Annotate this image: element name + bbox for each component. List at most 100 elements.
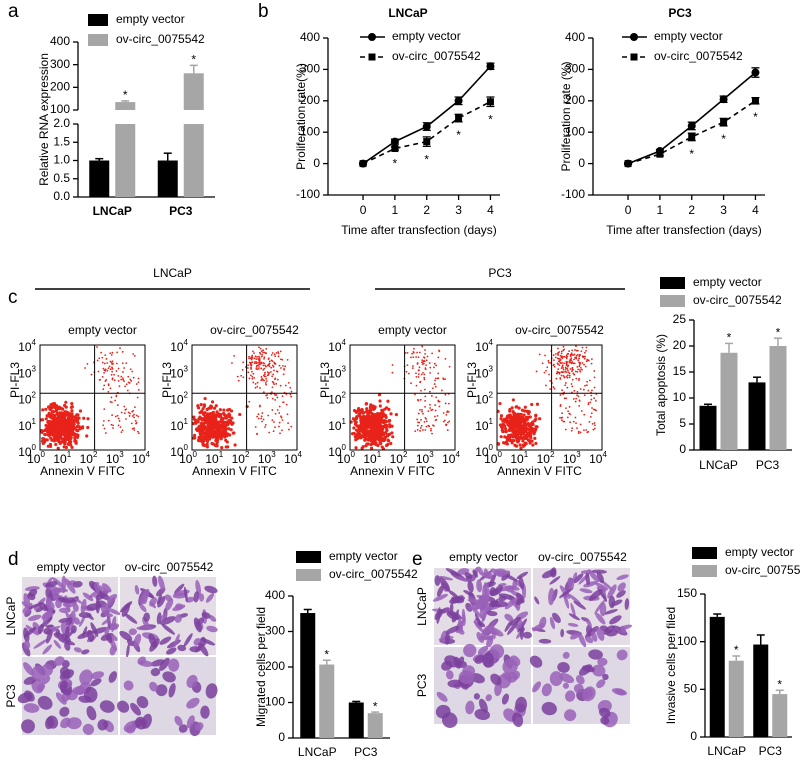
cell — [174, 614, 183, 623]
event-dot — [118, 420, 121, 422]
event-dot — [271, 409, 274, 411]
marker — [751, 97, 759, 105]
event-dot — [56, 446, 60, 450]
event-dot — [505, 442, 509, 446]
event-dot — [430, 427, 432, 430]
cell — [106, 594, 118, 603]
tick-exponent: 4 — [602, 450, 607, 459]
cell — [186, 715, 195, 729]
event-dot — [127, 375, 130, 378]
event-dot — [250, 374, 252, 377]
tick-base: 10 — [27, 452, 41, 466]
event-dot — [388, 432, 392, 436]
event-dot — [572, 398, 575, 400]
marker — [687, 121, 696, 130]
tick-exponent: 2 — [489, 391, 494, 400]
significance-mark: * — [123, 88, 128, 102]
y-tick-label: 101 — [328, 417, 346, 433]
marker — [454, 96, 463, 105]
event-dot — [66, 442, 70, 446]
event-dot — [131, 370, 134, 373]
event-dot — [528, 441, 532, 445]
x-tick-label: LNCaP — [699, 458, 738, 472]
tick-base: 10 — [475, 393, 489, 407]
event-dot — [512, 438, 516, 443]
event-dot — [546, 366, 549, 369]
cell — [481, 607, 489, 624]
cell — [562, 651, 570, 659]
event-dot — [370, 432, 374, 436]
cell — [494, 585, 503, 595]
cell — [159, 636, 172, 645]
event-dot — [422, 429, 424, 431]
cell — [596, 679, 606, 689]
event-dot — [566, 355, 569, 358]
error-bar — [303, 608, 312, 614]
event-dot — [261, 353, 264, 356]
error-bar — [774, 337, 782, 346]
tick-base: 10 — [258, 452, 272, 466]
x-tick-label: 104 — [132, 450, 150, 466]
tick-base: 10 — [390, 452, 404, 466]
event-dot — [574, 349, 576, 351]
event-dot — [511, 398, 515, 402]
event-dot — [133, 416, 136, 419]
event-dot — [593, 370, 596, 372]
event-dot — [274, 378, 276, 381]
tick-base: 10 — [18, 445, 32, 459]
cell — [138, 660, 154, 667]
cell — [128, 628, 137, 636]
error-bar — [756, 634, 765, 645]
event-dot — [535, 402, 540, 406]
event-dot — [262, 364, 265, 367]
cell — [596, 572, 605, 584]
event-dot — [279, 384, 282, 387]
event-dot — [511, 433, 515, 438]
event-dot — [530, 402, 534, 407]
cell — [485, 694, 492, 702]
cell — [155, 684, 168, 697]
error-bar — [713, 613, 722, 617]
cell — [174, 715, 183, 727]
event-dot — [366, 414, 370, 418]
event-dot — [384, 415, 388, 419]
y-tick-label: 1.5 — [53, 134, 70, 148]
cell — [470, 606, 484, 620]
condition-label: empty vector — [378, 323, 447, 337]
cell — [439, 577, 451, 592]
cell — [591, 664, 606, 677]
event-dot — [352, 409, 357, 413]
y-tick-label: 0.0 — [53, 189, 70, 203]
event-dot — [58, 413, 62, 417]
cell — [445, 625, 461, 634]
event-dot — [437, 399, 440, 402]
event-dot — [422, 371, 424, 374]
cell — [567, 622, 579, 627]
column-label: empty vector — [37, 560, 106, 574]
event-dot — [568, 350, 571, 353]
event-dot — [387, 407, 391, 411]
cell — [439, 607, 450, 614]
event-dot — [48, 431, 52, 435]
event-dot — [198, 415, 202, 419]
event-dot — [105, 378, 108, 381]
event-dot — [96, 346, 98, 348]
tick-exponent: 4 — [297, 450, 302, 459]
event-dot — [538, 353, 541, 356]
event-dot — [587, 430, 590, 433]
event-dot — [350, 432, 355, 436]
y-tick-label: 101 — [170, 417, 188, 433]
event-dot — [278, 421, 281, 424]
y-tick-label: 150 — [677, 586, 697, 600]
event-dot — [516, 434, 520, 438]
cell — [549, 568, 557, 578]
event-dot — [131, 410, 134, 413]
tick-base: 10 — [328, 340, 342, 354]
event-dot — [86, 425, 90, 430]
y-tick-label: 104 — [328, 338, 346, 354]
event-dot — [111, 360, 114, 363]
cell — [488, 627, 504, 637]
event-dot — [101, 361, 104, 364]
event-dot — [568, 412, 571, 415]
cell — [584, 636, 594, 644]
